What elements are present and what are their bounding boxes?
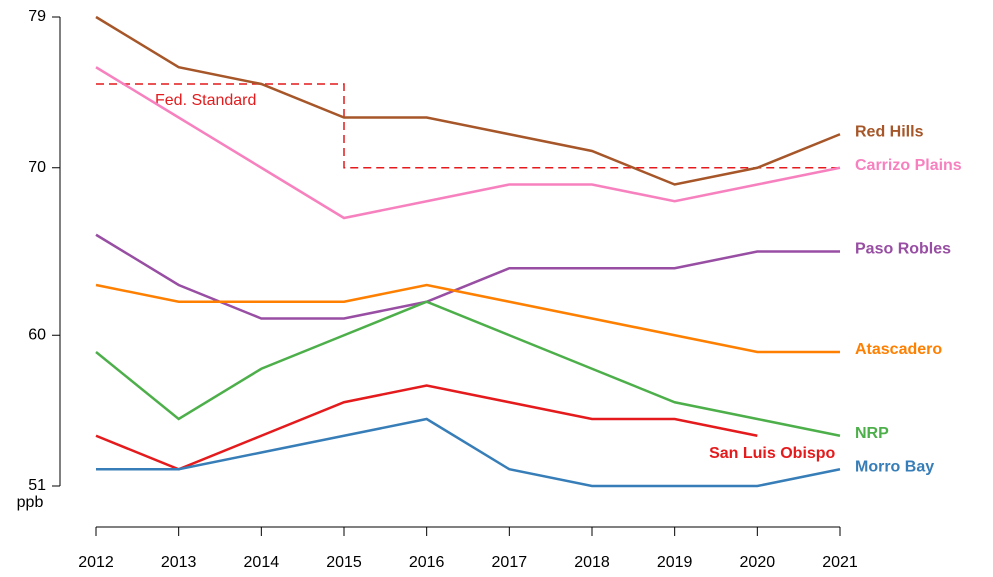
x-tick-label: 2020: [740, 554, 776, 571]
series-line: [95, 233, 840, 320]
x-tick-label: 2013: [161, 554, 197, 571]
series-label: Carrizo Plains: [855, 157, 962, 174]
x-tick-label: 2019: [657, 554, 693, 571]
y-tick-label: 79: [28, 8, 46, 25]
x-tick-label: 2015: [326, 554, 362, 571]
y-tick-label: 51: [28, 477, 46, 494]
series-line: [95, 15, 841, 186]
series-label: Morro Bay: [855, 458, 934, 475]
x-tick-label: 2017: [492, 554, 528, 571]
series-label: NRP: [855, 425, 889, 442]
series-label: Paso Robles: [855, 241, 951, 258]
series-label: San Luis Obispo: [709, 445, 835, 462]
series-line: [95, 283, 840, 354]
y-unit: ppb: [17, 494, 44, 511]
x-tick-label: 2012: [78, 554, 114, 571]
series-line: [95, 384, 758, 471]
y-tick-label: 60: [28, 326, 46, 343]
y-tick-label: 70: [28, 159, 46, 176]
standard-label: Fed. Standard: [155, 92, 256, 109]
series-line: [95, 300, 841, 437]
x-tick-label: 2021: [822, 554, 858, 571]
x-tick-label: 2018: [574, 554, 610, 571]
x-tick-label: 2014: [244, 554, 280, 571]
series-label: Red Hills: [855, 123, 924, 140]
standard-line: [96, 83, 840, 169]
series-label: Atascadero: [855, 341, 942, 358]
series-line: [95, 66, 841, 220]
x-tick-label: 2016: [409, 554, 445, 571]
series-line: [96, 417, 841, 488]
